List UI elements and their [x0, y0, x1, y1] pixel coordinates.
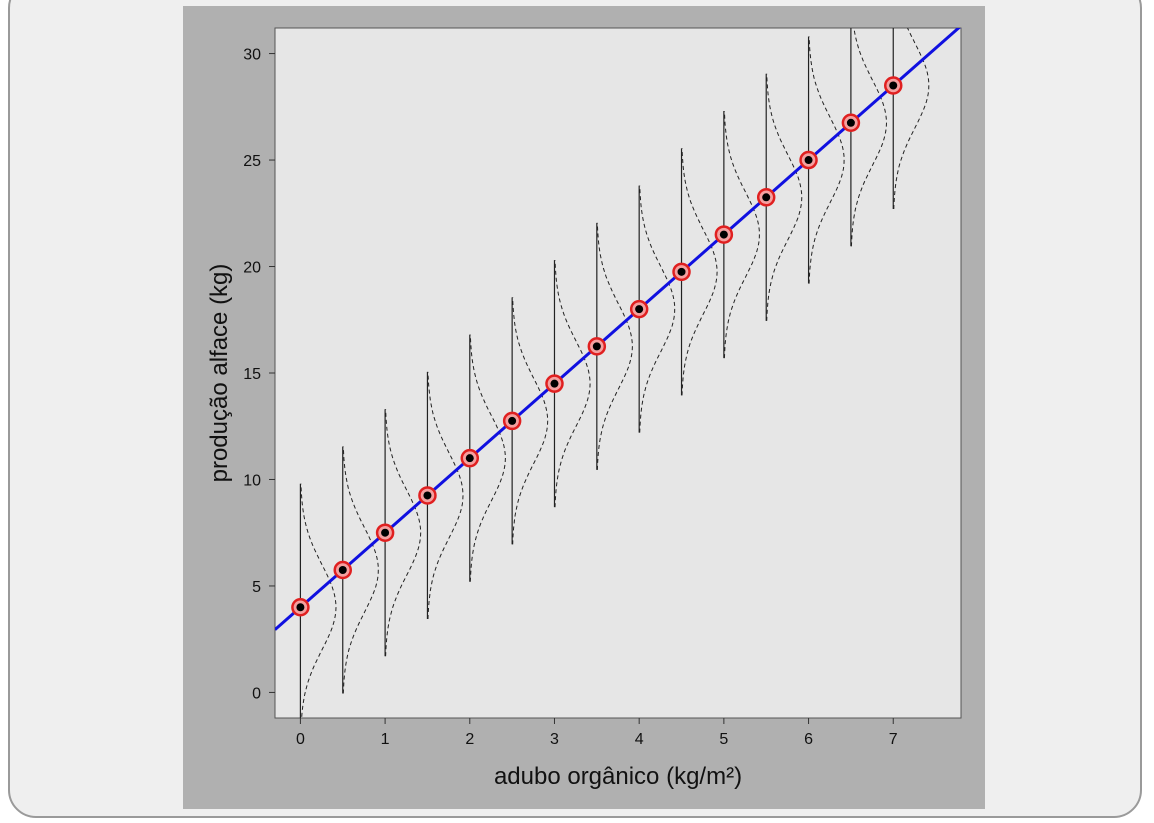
x-tick-label: 0	[296, 731, 305, 748]
data-point	[719, 230, 728, 239]
x-tick-label: 4	[635, 731, 644, 748]
x-tick-label: 5	[719, 731, 728, 748]
plot-panel	[274, 27, 962, 719]
y-tick-label: 10	[243, 472, 261, 489]
data-point	[296, 603, 305, 612]
data-point	[592, 342, 601, 351]
regression-chart: 0 1 2 3 4 5 6 7 0 5 10 15 20 25 30 adubo orgânico (kg…	[206, 27, 962, 790]
chart-figure: 0 1 2 3 4 5 6 7 0 5 10 15 20 25 30 adubo orgânico (kg…	[183, 6, 985, 809]
data-point	[846, 118, 855, 127]
distribution-curve	[427, 371, 464, 620]
distribution-curve	[469, 334, 506, 582]
distribution-curve	[596, 222, 633, 470]
y-tick-label: 5	[252, 579, 261, 596]
distribution-curve	[808, 36, 845, 284]
y-tick-label: 30	[243, 47, 261, 64]
distribution-curve	[342, 446, 379, 694]
distribution-curve	[723, 111, 760, 359]
data-point	[508, 416, 517, 425]
y-tick-label: 15	[243, 366, 261, 383]
data-points	[291, 76, 903, 617]
distribution-curve	[681, 148, 718, 396]
distribution-curve	[512, 297, 549, 545]
distribution-curve	[893, 28, 930, 210]
x-tick-label: 7	[889, 731, 898, 748]
distribution-curve	[766, 73, 803, 321]
x-tick-label: 3	[550, 731, 559, 748]
data-point	[677, 267, 686, 276]
x-tick-label: 2	[465, 731, 474, 748]
data-point	[550, 379, 559, 388]
distribution-curve	[554, 260, 591, 508]
x-tick-label: 1	[381, 731, 390, 748]
data-point	[889, 81, 898, 90]
distribution-curve	[385, 409, 422, 657]
x-axis-title: adubo orgânico (kg/m²)	[494, 763, 742, 790]
data-point	[804, 156, 813, 165]
x-tick-label: 6	[804, 731, 813, 748]
distribution-curve	[850, 28, 888, 247]
data-point	[635, 305, 644, 314]
data-point	[338, 565, 347, 574]
y-tick-label: 20	[243, 260, 261, 277]
x-axis: 0 1 2 3 4 5 6 7	[296, 718, 898, 748]
distribution-curve	[300, 483, 337, 718]
y-axis: 0 5 10 15 20 25 30	[243, 47, 275, 702]
data-point	[381, 528, 390, 537]
data-point	[423, 491, 432, 500]
y-tick-label: 0	[252, 685, 261, 702]
y-axis-title: produção alface (kg)	[206, 264, 233, 483]
data-point	[762, 193, 771, 202]
distribution-curve	[639, 185, 676, 433]
data-point	[465, 454, 474, 463]
y-tick-label: 25	[243, 153, 261, 170]
